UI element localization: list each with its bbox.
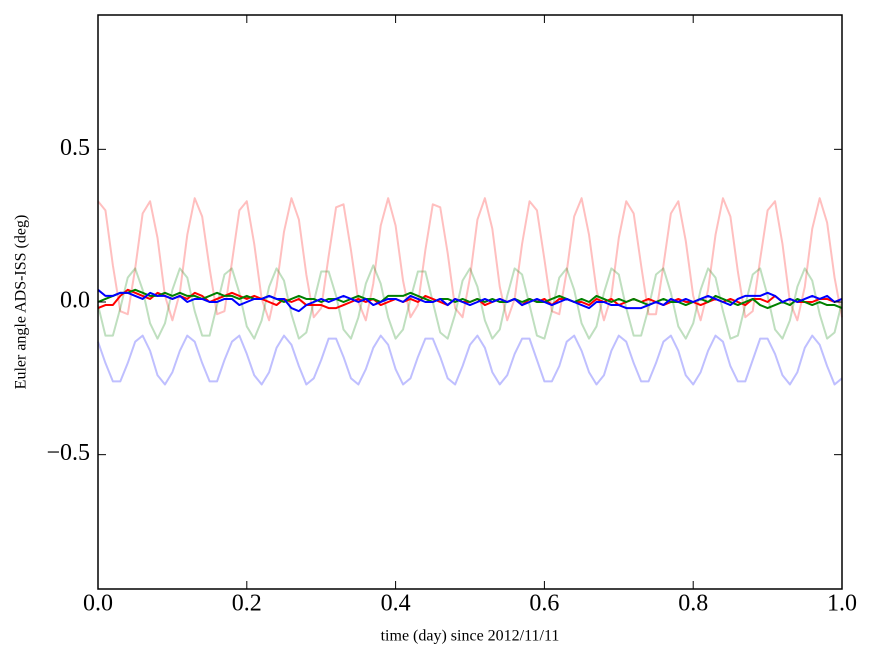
x-tick-label: 0.8 — [678, 591, 708, 617]
x-tick-label: 1.0 — [827, 591, 857, 617]
x-axis-label: time (day) since 2012/11/11 — [381, 628, 560, 645]
series-line — [97, 334, 843, 386]
y-tick-label: 0.5 — [60, 135, 90, 161]
series-line — [97, 289, 843, 313]
x-tick-label: 0.0 — [83, 591, 113, 617]
y-tick-label: −0.5 — [46, 440, 90, 466]
y-tick-label: 0.0 — [60, 288, 90, 314]
x-tick-label: 0.4 — [381, 591, 411, 617]
series-line — [97, 197, 843, 322]
series-line — [97, 264, 843, 340]
series-line — [97, 288, 843, 310]
plot-frame — [97, 14, 843, 590]
x-tick-label: 0.6 — [529, 591, 559, 617]
y-axis-label: Euler angle ADS-ISS (deg) — [13, 215, 30, 390]
x-tick-label: 0.2 — [232, 591, 262, 617]
